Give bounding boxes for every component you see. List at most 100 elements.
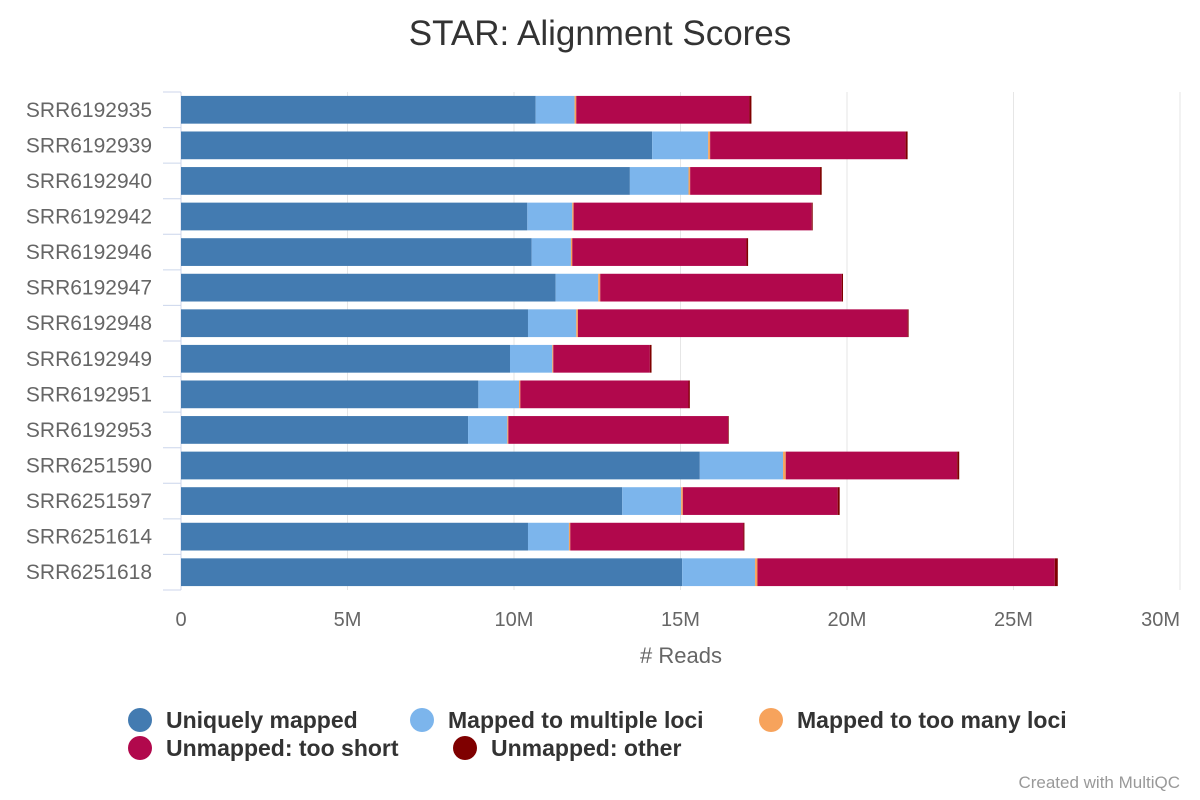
x-tick-label: 25M: [994, 609, 1033, 631]
bar-segment[interactable]: [181, 451, 700, 480]
legend-label: Unmapped: other: [491, 734, 682, 761]
category-labels: SRR6192935 SRR6192939 SRR6192940 SRR6192942…: [26, 99, 152, 584]
bar-segment[interactable]: [181, 487, 623, 515]
bar-segment[interactable]: [688, 167, 691, 195]
bar-segment[interactable]: [572, 202, 574, 231]
bar-segment[interactable]: [181, 309, 528, 338]
bar-segment[interactable]: [710, 131, 906, 160]
x-axis-title: # Reads: [640, 643, 722, 668]
bar-segment[interactable]: [531, 238, 571, 266]
bar-segment[interactable]: [518, 380, 521, 409]
bar-segment[interactable]: [690, 167, 821, 195]
category-label: SRR6192935: [26, 99, 152, 122]
bar-segment[interactable]: [757, 558, 1055, 587]
bar-segment[interactable]: [688, 380, 690, 409]
bar-segment[interactable]: [622, 487, 682, 515]
legend-item-uniquely-mapped[interactable]: Uniquely mapped: [128, 703, 358, 737]
bar-segment[interactable]: [181, 273, 556, 302]
bar-segment[interactable]: [570, 522, 744, 551]
bar-segment[interactable]: [570, 238, 573, 266]
bar-segment[interactable]: [905, 131, 908, 160]
bar-segment[interactable]: [629, 167, 689, 195]
axes: [163, 91, 182, 591]
bars[interactable]: [181, 95, 1058, 587]
legend-swatch-icon: [453, 736, 477, 760]
bar-segment[interactable]: [743, 522, 745, 551]
bar-segment[interactable]: [574, 95, 577, 124]
bar-segment[interactable]: [1054, 558, 1058, 587]
bar-segment[interactable]: [746, 238, 749, 266]
bar-segment[interactable]: [527, 309, 577, 338]
bar-segment[interactable]: [181, 238, 532, 266]
bar-segment[interactable]: [783, 451, 786, 480]
bar-segment[interactable]: [555, 273, 599, 302]
bar-segment[interactable]: [573, 202, 812, 231]
x-tick-label: 5M: [334, 609, 362, 631]
bar-segment[interactable]: [576, 95, 750, 124]
bar-segment[interactable]: [708, 131, 711, 160]
bar-segment[interactable]: [572, 238, 747, 266]
bar-segment[interactable]: [785, 451, 958, 480]
category-label: SRR6192939: [26, 134, 152, 157]
legend-item-mapped-too-many[interactable]: Mapped to too many loci: [759, 703, 1067, 737]
bar-segment[interactable]: [553, 344, 650, 373]
bar-segment[interactable]: [181, 131, 653, 160]
bar-segment[interactable]: [181, 202, 528, 231]
legend-item-mapped-multiple[interactable]: Mapped to multiple loci: [410, 703, 704, 737]
bar-segment[interactable]: [957, 451, 960, 480]
legend-item-unmapped-too-short[interactable]: Unmapped: too short: [128, 731, 399, 765]
bar-segment[interactable]: [527, 522, 569, 551]
bar-segment[interactable]: [681, 487, 683, 515]
bar-segment[interactable]: [181, 522, 528, 551]
bar-segment[interactable]: [811, 202, 813, 231]
bar-segment[interactable]: [682, 558, 756, 587]
category-label: SRR6192949: [26, 348, 152, 371]
bar-segment[interactable]: [181, 344, 511, 373]
bar-segment[interactable]: [837, 487, 840, 515]
bar-segment[interactable]: [577, 309, 908, 338]
legend-label: Mapped to multiple loci: [448, 706, 704, 733]
bar-segment[interactable]: [682, 487, 838, 515]
x-tick-label: 30M: [1141, 609, 1180, 631]
category-label: SRR6192940: [26, 170, 152, 193]
bar-segment[interactable]: [820, 167, 822, 195]
category-label: SRR6192951: [26, 383, 152, 406]
bar-segment[interactable]: [552, 344, 554, 373]
bar-segment[interactable]: [600, 273, 842, 302]
bar-segment[interactable]: [728, 416, 729, 444]
category-label: SRR6251597: [26, 490, 152, 513]
bar-segment[interactable]: [535, 95, 575, 124]
legend-swatch-icon: [128, 708, 152, 732]
credits-link[interactable]: Created with MultiQC: [1018, 773, 1180, 792]
x-tick-label: 0: [175, 609, 186, 631]
bar-segment[interactable]: [181, 167, 630, 195]
legend-swatch-icon: [128, 736, 152, 760]
legend-label: Mapped to too many loci: [797, 706, 1067, 733]
bar-segment[interactable]: [755, 558, 758, 587]
bar-segment[interactable]: [181, 380, 479, 409]
bar-segment[interactable]: [507, 416, 509, 444]
bar-segment[interactable]: [181, 558, 683, 587]
bar-segment[interactable]: [520, 380, 689, 409]
bar-segment[interactable]: [568, 522, 571, 551]
bar-segment[interactable]: [649, 344, 652, 373]
bar-segment[interactable]: [841, 273, 844, 302]
legend-label: Unmapped: too short: [166, 734, 399, 761]
bar-segment[interactable]: [907, 309, 909, 338]
bar-segment[interactable]: [652, 131, 709, 160]
bar-segment[interactable]: [468, 416, 508, 444]
category-label: SRR6192946: [26, 241, 152, 264]
bar-segment[interactable]: [181, 95, 536, 124]
bar-segment[interactable]: [478, 380, 519, 409]
bar-segment[interactable]: [699, 451, 784, 480]
bar-segment[interactable]: [510, 344, 553, 373]
bar-segment[interactable]: [576, 309, 578, 338]
bar-segment[interactable]: [749, 95, 752, 124]
bar-segment[interactable]: [598, 273, 601, 302]
bar-segment[interactable]: [181, 416, 469, 444]
chart-title: STAR: Alignment Scores: [408, 14, 792, 53]
bar-segment[interactable]: [527, 202, 573, 231]
legend-item-unmapped-other[interactable]: Unmapped: other: [453, 731, 681, 765]
bar-segment[interactable]: [508, 416, 729, 444]
